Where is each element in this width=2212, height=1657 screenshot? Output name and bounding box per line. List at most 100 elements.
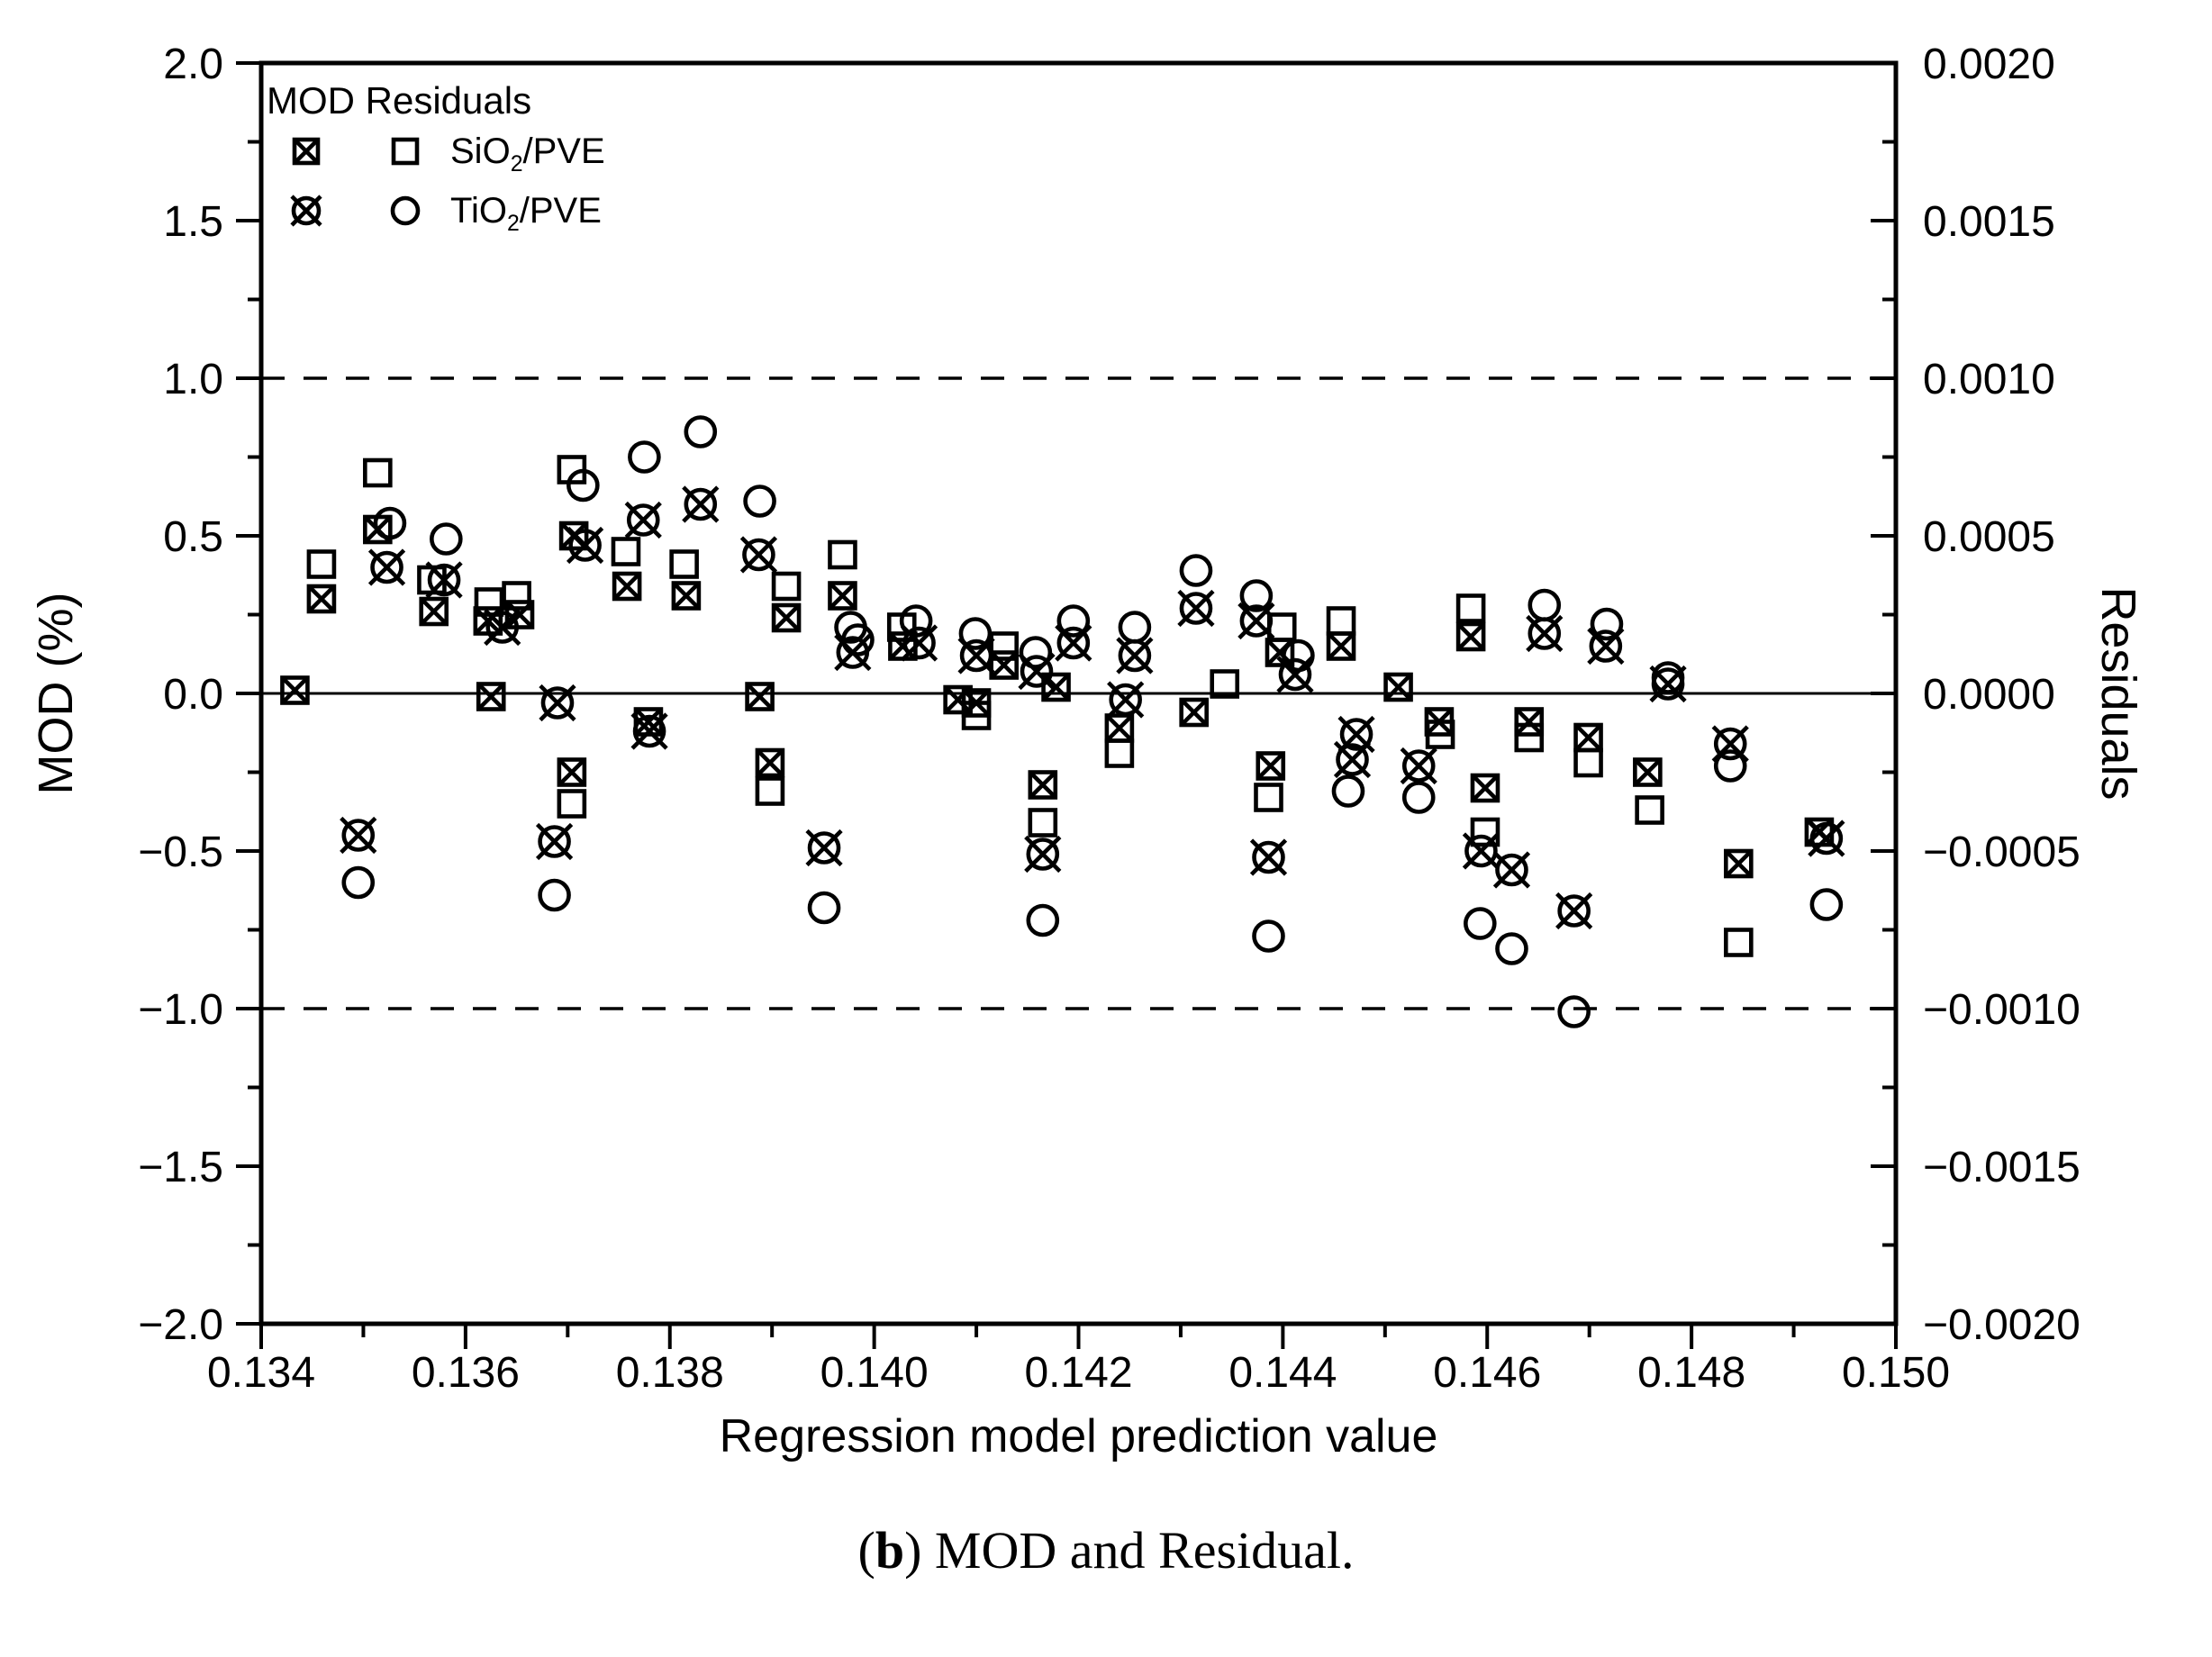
legend-label-tio2: TiO2/PVE [450, 191, 602, 236]
marker-square-cross [745, 682, 775, 711]
marker-circle-open [1282, 638, 1315, 673]
legend-label-sio2: SiO2/PVE [450, 131, 605, 177]
y-right-tick-label: 0.0000 [1923, 671, 2055, 719]
marker-circle-cross [682, 485, 720, 523]
marker-square-cross [771, 602, 802, 633]
marker-circle-cross [1462, 832, 1500, 870]
marker-square-open [306, 549, 337, 579]
marker-circle-cross [1808, 819, 1845, 857]
square-open-marker-icon [391, 137, 420, 166]
marker-circle-cross [1333, 740, 1372, 779]
y-left-tick-label: −2.0 [138, 1301, 223, 1349]
marker-square-open [1635, 795, 1664, 825]
marker-square-cross [1383, 672, 1413, 702]
marker-circle-open [958, 617, 993, 650]
marker-square-cross [671, 581, 702, 611]
marker-circle-open [373, 506, 407, 540]
marker-square-cross [557, 757, 587, 787]
x-axis-tick-label: 0.144 [1228, 1349, 1337, 1397]
marker-square-cross [1470, 773, 1500, 803]
marker-circle-cross [1237, 602, 1275, 640]
y-left-tick-label: −1.0 [138, 986, 223, 1034]
marker-square-cross [1724, 848, 1754, 879]
x-axis-tick-label: 0.136 [412, 1349, 520, 1397]
marker-circle-cross [1177, 589, 1215, 628]
x-axis-tick-label: 0.146 [1433, 1349, 1541, 1397]
marker-circle-cross [425, 561, 463, 599]
marker-circle-cross [535, 822, 574, 861]
x-axis-tick-label: 0.140 [820, 1349, 929, 1397]
marker-square-cross [1179, 697, 1209, 728]
marker-square-cross [1256, 751, 1286, 781]
marker-square-open [1254, 783, 1283, 812]
marker-square-open [1028, 808, 1058, 838]
marker-square-cross [828, 581, 857, 611]
y-left-tick-label: 2.0 [163, 41, 223, 88]
y-axis-left-title: MOD (%) [29, 592, 83, 795]
marker-circle-open [899, 604, 933, 638]
marker-circle-cross [566, 526, 604, 565]
marker-circle-cross [1276, 656, 1314, 693]
x-axis-tick-label: 0.148 [1637, 1349, 1745, 1397]
marker-circle-cross [1249, 838, 1288, 876]
circle-cross-marker-icon [290, 195, 322, 227]
plot-border [258, 60, 1899, 1327]
marker-square-cross [476, 682, 506, 711]
marker-circle-open [1809, 888, 1844, 921]
marker-square-cross [989, 650, 1019, 680]
marker-square-open [363, 457, 393, 488]
marker-circle-cross [805, 828, 843, 867]
marker-circle-cross [739, 536, 778, 574]
marker-circle-cross [1107, 681, 1145, 719]
marker-square-open [961, 701, 992, 730]
marker-square-cross [1573, 722, 1603, 753]
x-axis-title: Regression model prediction value [719, 1410, 1438, 1462]
marker-circle-cross [1555, 892, 1593, 930]
x-axis-tick-label: 0.134 [207, 1349, 315, 1397]
y-left-tick-label: 0.0 [163, 671, 223, 719]
marker-circle-open [430, 522, 463, 556]
legend: MOD Residuals SiO2/PVE TiO2/PVE [267, 79, 605, 236]
marker-circle-cross [484, 608, 521, 647]
marker-circle-open [1026, 903, 1060, 937]
marker-square-open [611, 537, 641, 566]
marker-square-open [669, 549, 699, 579]
legend-header: MOD Residuals [267, 79, 532, 122]
marker-circle-cross [1024, 835, 1062, 874]
marker-circle-cross [1400, 747, 1437, 785]
marker-square-open [1326, 606, 1356, 636]
y-right-tick-label: −0.0015 [1923, 1144, 2081, 1191]
marker-square-cross [612, 571, 642, 602]
marker-circle-open [567, 468, 600, 503]
marker-square-open [1455, 593, 1486, 623]
marker-square-cross [1633, 757, 1663, 787]
marker-circle-open [743, 484, 776, 518]
circle-open-marker-icon [390, 195, 421, 226]
square-cross-marker-icon [292, 137, 321, 166]
marker-square-cross [419, 596, 449, 627]
y-left-tick-label: 0.5 [163, 513, 223, 561]
marker-square-open [557, 789, 587, 819]
marker-circle-open [1557, 995, 1591, 1028]
marker-square-open [1210, 669, 1240, 699]
marker-square-open [1104, 738, 1135, 768]
marker-circle-open [1179, 554, 1213, 587]
marker-square-open [989, 631, 1019, 661]
marker-square-open [828, 539, 857, 570]
marker-circle-open [1713, 749, 1747, 783]
marker-square-cross [1455, 621, 1486, 652]
y-right-tick-label: 0.0020 [1923, 41, 2055, 88]
marker-circle-open [1464, 907, 1497, 940]
marker-circle-open [1118, 611, 1152, 644]
x-axis-tick-label: 0.150 [1842, 1349, 1950, 1397]
marker-square-cross [306, 584, 337, 614]
marker-circle-open [1056, 604, 1091, 638]
marker-square-open [1425, 720, 1455, 749]
marker-square-cross [1028, 770, 1058, 800]
marker-square-open [771, 571, 802, 602]
marker-square-open [755, 776, 785, 806]
x-axis-tick-label: 0.138 [616, 1349, 724, 1397]
marker-circle-open [341, 865, 376, 900]
